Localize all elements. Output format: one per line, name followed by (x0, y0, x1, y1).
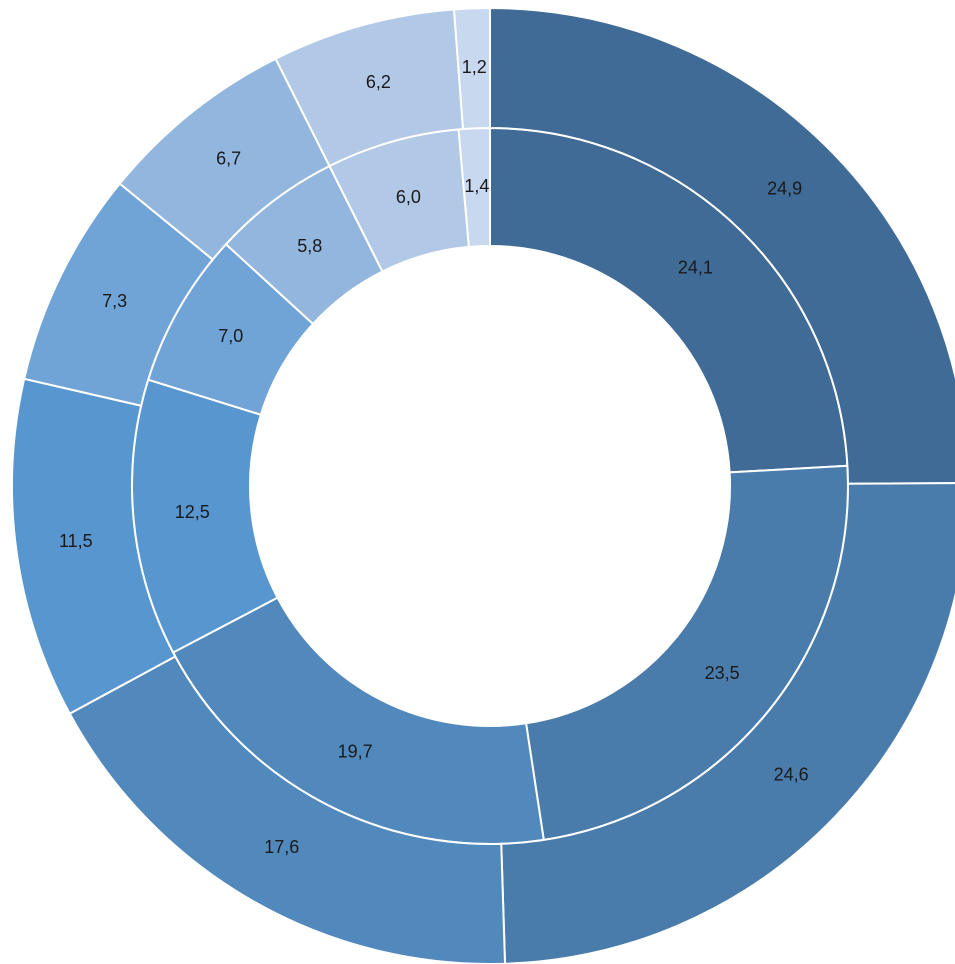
data-label: 1,2 (462, 57, 487, 77)
data-label: 11,5 (59, 531, 93, 551)
data-label: 23,5 (705, 663, 740, 683)
data-label: 12,5 (175, 502, 210, 522)
data-label: 24,6 (774, 765, 809, 785)
data-label: 5,8 (297, 236, 322, 256)
donut-slice (500, 482, 955, 964)
data-label: 7,0 (218, 326, 243, 346)
data-label: 19,7 (338, 742, 373, 762)
data-label: 17,6 (264, 837, 299, 857)
donut-slice (489, 6, 955, 485)
data-label: 24,1 (678, 257, 713, 277)
data-label: 6,2 (366, 72, 391, 92)
data-label: 24,9 (767, 178, 802, 198)
data-label: 7,3 (102, 291, 127, 311)
data-label: 6,7 (216, 149, 241, 169)
data-label: 6,0 (396, 187, 421, 207)
donut-slice (452, 6, 491, 131)
data-label: 1,4 (464, 176, 489, 196)
